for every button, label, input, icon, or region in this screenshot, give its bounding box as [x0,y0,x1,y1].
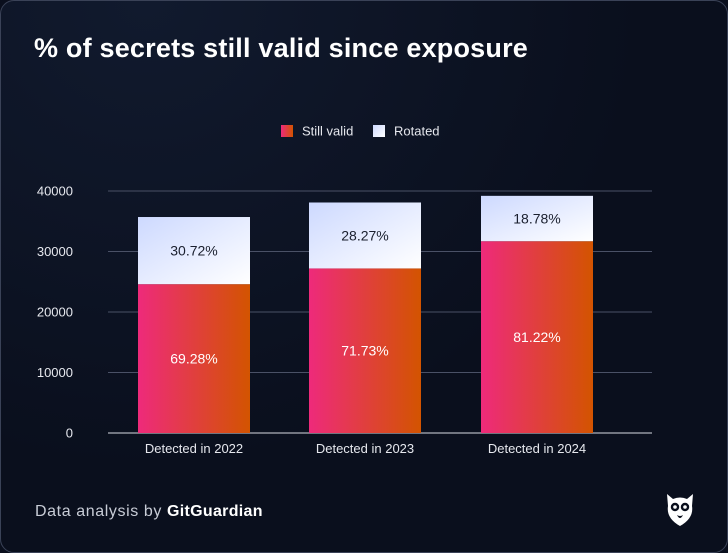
bar-still-valid [309,268,421,433]
data-label-rotated: 30.72% [170,243,217,259]
data-label-rotated: 18.78% [513,211,560,227]
y-tick-label: 10000 [37,365,73,380]
legend-label: Still valid [302,124,353,139]
bars: 69.28% 30.72% 71.73% 28.27% 81.22% 18.78% [138,195,593,433]
x-tick-label: Detected in 2023 [316,441,414,456]
legend-label: Rotated [394,124,440,139]
chart-title: % of secrets still valid since exposure [34,33,529,63]
y-tick-label: 40000 [37,184,73,199]
y-tick-label: 20000 [37,305,73,320]
x-tick-label: Detected in 2024 [488,441,586,456]
y-tick-label: 30000 [37,244,73,259]
footer-prefix: Data analysis by [35,503,162,520]
legend: Still valid Rotated [281,124,440,139]
x-axis-ticks: Detected in 2022 Detected in 2023 Detected… [145,441,586,456]
legend-swatch [373,125,385,137]
owl-logo-icon [667,494,693,526]
data-label-still-valid: 71.73% [341,343,388,359]
bar-rotated [309,202,421,269]
data-label-still-valid: 69.28% [170,351,217,367]
bar-rotated [138,217,250,285]
footer-credit: Data analysis by GitGuardian [35,503,263,521]
legend-swatch [281,125,293,137]
data-label-rotated: 28.27% [341,227,388,243]
footer-brand: GitGuardian [167,503,263,520]
data-label-still-valid: 81.22% [513,329,560,345]
bar-still-valid [138,284,250,433]
x-tick-label: Detected in 2022 [145,441,243,456]
bar-still-valid [481,241,593,433]
bar-rotated [481,195,593,242]
y-tick-label: 0 [66,426,73,441]
y-axis-ticks: 0 10000 20000 30000 40000 [37,184,73,441]
